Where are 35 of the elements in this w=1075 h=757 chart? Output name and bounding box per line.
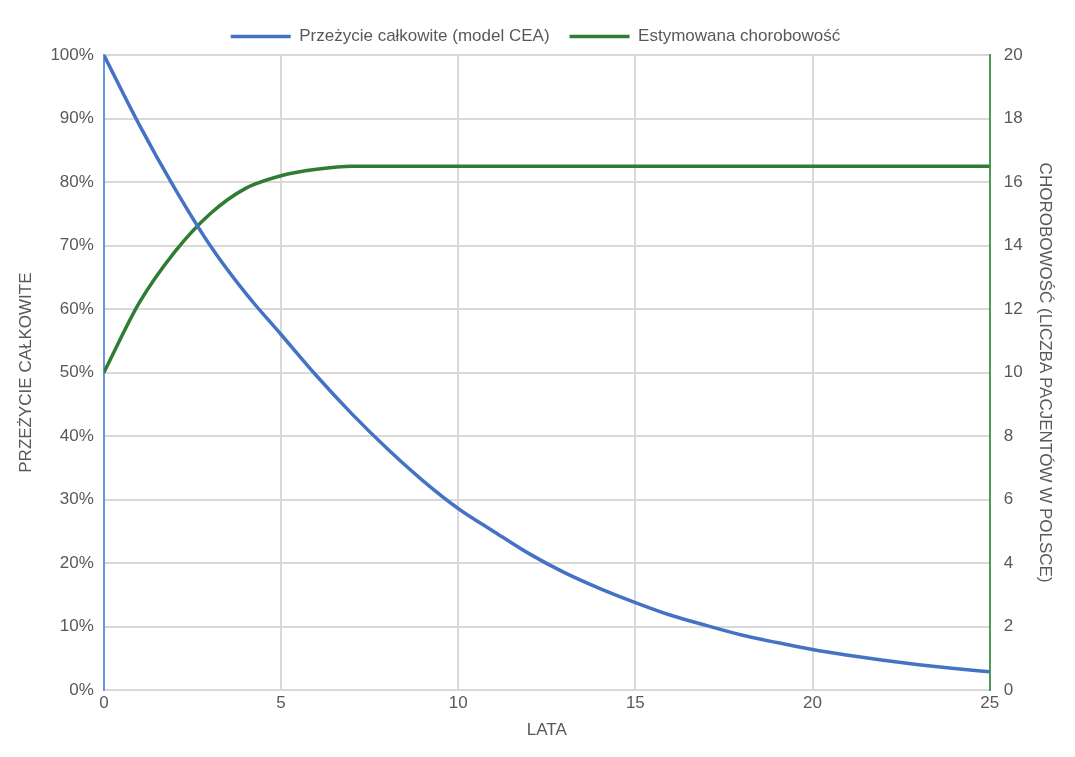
y-tick-label: 30% [59, 489, 94, 509]
x-tick-label: 15 [625, 693, 645, 713]
y-tick-label: 20% [59, 552, 94, 572]
y2-tick-label: 16 [1003, 171, 1023, 191]
y-axis-title: PRZEŻYCIE CAŁKOWITE [15, 272, 35, 473]
y2-tick-label: 8 [1003, 425, 1014, 445]
y2-tick-label: 0 [1003, 679, 1014, 699]
legend-label: Estymowana chorobowość [638, 26, 841, 46]
y-tick-label: 60% [59, 298, 94, 318]
y2-tick-label: 4 [1003, 552, 1014, 572]
y2-axis-title: CHOROBOWOŚĆ (LICZBA PACJENTÓW W POLSCE) [1036, 162, 1056, 583]
y-tick-label: 50% [59, 362, 94, 382]
y2-tick-label: 2 [1003, 616, 1014, 636]
x-tick-label: 10 [448, 693, 468, 713]
x-axis-title: LATA [526, 720, 568, 740]
y-tick-label: 100% [50, 44, 94, 64]
y-tick-label: 80% [59, 171, 94, 191]
x-tick-label: 25 [980, 693, 1000, 713]
y2-tick-label: 14 [1003, 235, 1023, 255]
line-series [103, 164, 990, 375]
y-tick-label: 70% [59, 235, 94, 255]
y2-tick-label: 12 [1003, 298, 1023, 318]
y2-tick-label: 10 [1003, 362, 1023, 382]
y2-tick-label: 20 [1003, 44, 1023, 64]
line-series [103, 55, 990, 674]
x-tick-label: 0 [99, 693, 109, 713]
y-tick-label: 90% [59, 108, 94, 128]
y-tick-label: 40% [59, 425, 94, 445]
x-tick-label: 20 [803, 693, 822, 713]
x-tick-label: 5 [276, 693, 286, 713]
y2-tick-label: 18 [1003, 108, 1023, 128]
y-tick-label: 0% [69, 679, 94, 699]
y-tick-label: 10% [59, 616, 94, 636]
y2-tick-label: 6 [1003, 489, 1014, 509]
legend-label: Przeżycie całkowite (model CEA) [299, 26, 550, 46]
